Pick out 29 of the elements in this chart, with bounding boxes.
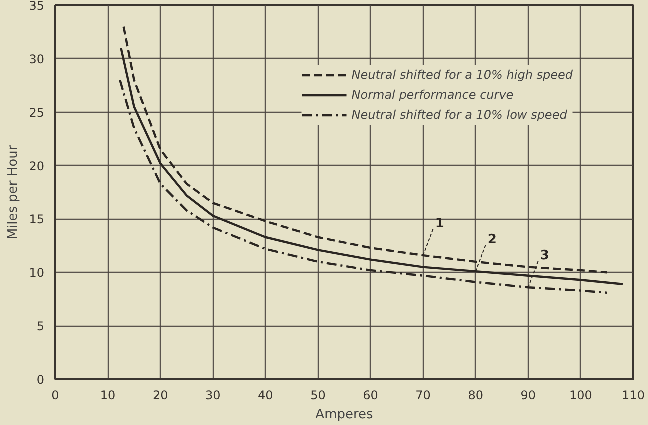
y-tick-label: 15 bbox=[29, 212, 45, 227]
x-tick-label: 10 bbox=[100, 388, 116, 402]
x-tick-label: 110 bbox=[622, 388, 645, 402]
y-tick-label: 20 bbox=[29, 159, 45, 174]
x-tick-label: 50 bbox=[310, 388, 326, 402]
legend-label: Neutral shifted for a 10% high speed bbox=[352, 68, 573, 82]
x-tick-label: 100 bbox=[570, 388, 592, 402]
x-axis-title: Amperes bbox=[316, 408, 374, 422]
y-tick-label: 5 bbox=[36, 320, 45, 334]
legend-label: Neutral shifted for a 10% low speed bbox=[352, 108, 568, 122]
annotation: 1 bbox=[435, 216, 444, 232]
y-tick-label: 0 bbox=[36, 373, 45, 387]
line-series bbox=[120, 47, 624, 286]
y-tick-label: 30 bbox=[29, 52, 45, 66]
x-tick-label: 30 bbox=[206, 388, 221, 402]
y-axis-title: Miles per Hour bbox=[6, 144, 22, 240]
legend-label: Normal performance curve bbox=[352, 88, 514, 102]
x-tick-label: 60 bbox=[363, 388, 378, 402]
y-tick-label: 10 bbox=[29, 266, 45, 280]
y-tick-label: 25 bbox=[29, 106, 45, 120]
x-tick-label: 20 bbox=[152, 388, 168, 402]
annotation: 3 bbox=[540, 248, 550, 264]
x-tick-label: 40 bbox=[258, 388, 274, 402]
x-tick-label: 80 bbox=[468, 388, 484, 402]
y-tick-label: 35 bbox=[29, 0, 45, 13]
x-tick-label: 0 bbox=[52, 388, 60, 402]
annotation: 2 bbox=[488, 232, 497, 248]
x-tick-label: 70 bbox=[416, 388, 431, 402]
x-tick-label: 90 bbox=[520, 388, 536, 402]
